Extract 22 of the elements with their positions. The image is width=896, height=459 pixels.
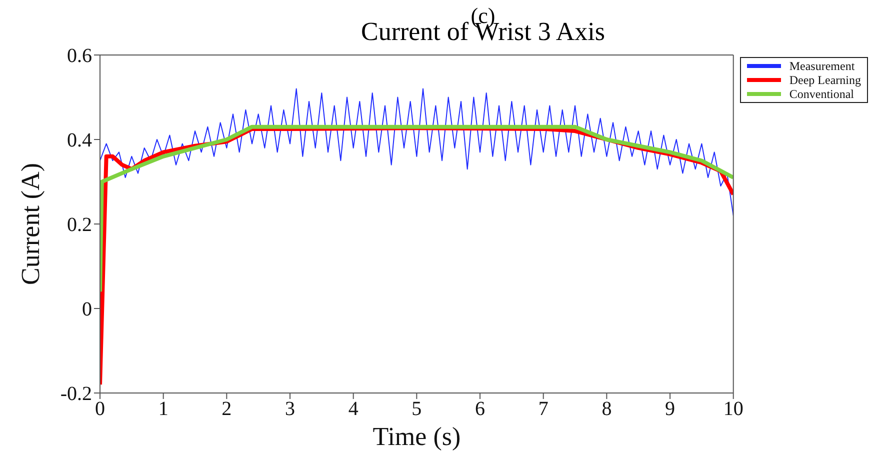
y-tick-label: 0.4 — [67, 130, 92, 152]
x-tick-label: 6 — [475, 398, 486, 420]
x-tick-label: 5 — [412, 398, 422, 420]
y-tick-label: 0 — [82, 298, 92, 321]
line-series — [100, 124, 734, 294]
y-axis-title: Current (A) — [16, 162, 46, 286]
legend-label: Measurement — [789, 59, 855, 73]
line-series — [100, 88, 734, 216]
x-tick-label: 8 — [602, 398, 612, 420]
x-tick-label: 10 — [723, 398, 744, 420]
x-tick-label: 9 — [665, 398, 676, 420]
y-tick-label: 0.2 — [67, 214, 92, 236]
x-tick-label: 3 — [285, 398, 296, 420]
y-tick-label: 0.6 — [67, 45, 92, 68]
legend-label: Deep Learning — [789, 73, 861, 87]
y-tick-label: -0.2 — [60, 383, 92, 406]
x-tick-label: 4 — [348, 398, 358, 420]
x-tick-label: 1 — [158, 398, 168, 420]
x-tick-label: 7 — [538, 398, 548, 420]
x-axis-title: Time (s) — [372, 422, 461, 451]
legend-label: Conventional — [789, 87, 854, 101]
x-tick-label: 2 — [222, 398, 232, 420]
